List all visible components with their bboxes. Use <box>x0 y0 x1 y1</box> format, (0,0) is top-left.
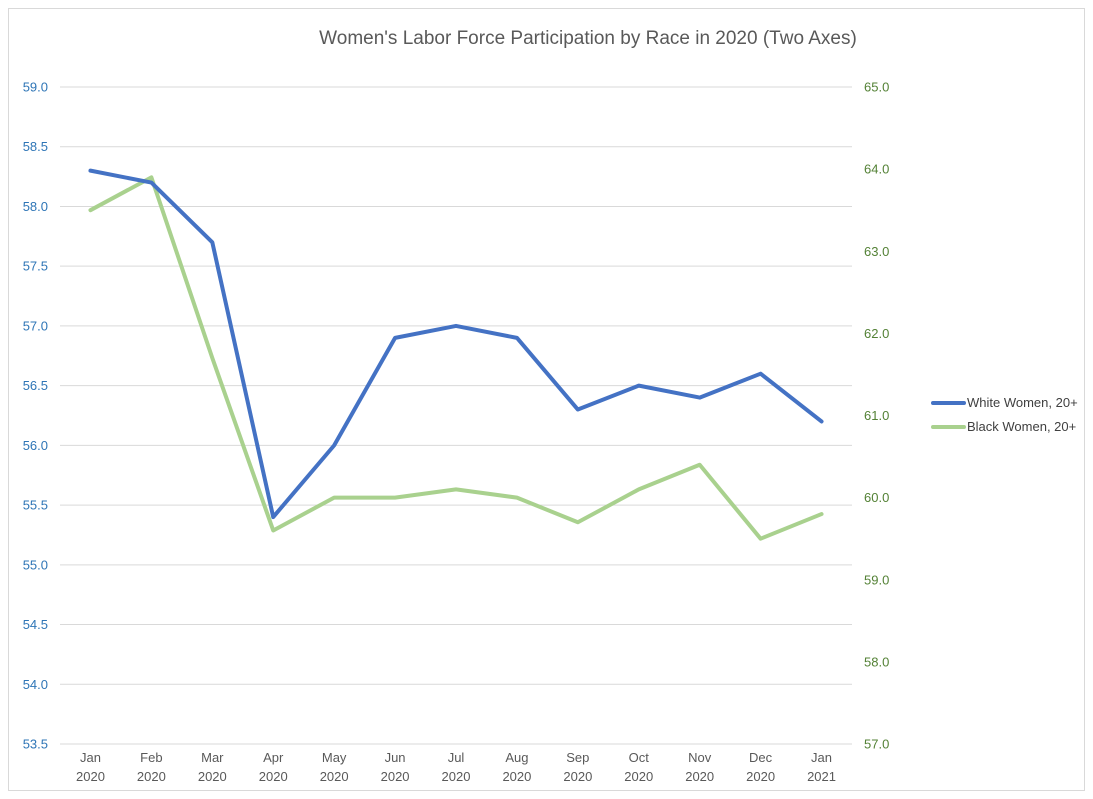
left-axis-tick-label: 53.5 <box>23 737 48 752</box>
chart-title: Women's Labor Force Participation by Rac… <box>319 28 857 49</box>
x-axis-tick-label-year: 2020 <box>502 769 531 784</box>
x-axis-tick-label: Jan <box>80 750 101 765</box>
left-axis-tick-label: 58.0 <box>23 199 48 214</box>
x-axis-tick-label: Dec <box>749 750 773 765</box>
x-axis-tick-label: May <box>322 750 347 765</box>
right-axis-tick-label: 61.0 <box>864 408 889 423</box>
right-axis-tick-label: 65.0 <box>864 80 889 95</box>
x-axis-tick-label-year: 2020 <box>381 769 410 784</box>
x-axis-tick-label: Feb <box>140 750 162 765</box>
right-axis-tick-label: 63.0 <box>864 244 889 259</box>
legend-line-swatch-black <box>931 424 966 429</box>
left-axis-tick-label: 55.0 <box>23 557 48 572</box>
x-axis-tick-label: Oct <box>629 750 650 765</box>
left-axis-tick-label: 59.0 <box>23 80 48 95</box>
x-axis-tick-label: Aug <box>505 750 528 765</box>
x-axis-tick-label: Jun <box>385 750 406 765</box>
legend-label: Black Women, 20+ <box>967 419 1077 434</box>
legend-label: White Women, 20+ <box>967 395 1078 410</box>
x-axis-tick-label-year: 2020 <box>442 769 471 784</box>
x-axis-tick-label: Nov <box>688 750 712 765</box>
legend-item-black-women[interactable]: Black Women, 20+ <box>931 419 1078 434</box>
left-axis-tick-label: 55.5 <box>23 498 48 513</box>
x-axis-tick-label-year: 2020 <box>320 769 349 784</box>
left-axis-tick-label: 58.5 <box>23 139 48 154</box>
left-axis-tick-label: 57.5 <box>23 259 48 274</box>
x-axis-tick-label-year: 2020 <box>137 769 166 784</box>
left-axis-tick-label: 57.0 <box>23 318 48 333</box>
left-axis-tick-label: 54.0 <box>23 677 48 692</box>
x-axis-tick-label: Sep <box>566 750 589 765</box>
x-axis-tick-label: Mar <box>201 750 224 765</box>
right-axis-tick-label: 62.0 <box>864 326 889 341</box>
x-axis-tick-label-year: 2020 <box>259 769 288 784</box>
series-line-black-women[interactable] <box>88 175 824 541</box>
legend: White Women, 20+ Black Women, 20+ <box>931 395 1078 434</box>
left-axis-tick-label: 54.5 <box>23 617 48 632</box>
x-axis-tick-label-year: 2020 <box>624 769 653 784</box>
x-axis-tick-label-year: 2020 <box>746 769 775 784</box>
legend-line-swatch-white <box>931 400 966 405</box>
x-axis-tick-label-year: 2020 <box>76 769 105 784</box>
x-axis-tick-label-year: 2020 <box>563 769 592 784</box>
right-axis-tick-label: 60.0 <box>864 490 889 505</box>
right-axis-tick-label: 58.0 <box>864 654 889 669</box>
x-axis-tick-label: Apr <box>263 750 284 765</box>
left-axis-tick-label: 56.5 <box>23 378 48 393</box>
right-axis-tick-label: 59.0 <box>864 572 889 587</box>
x-axis-tick-label-year: 2021 <box>807 769 836 784</box>
x-axis-tick-label-year: 2020 <box>198 769 227 784</box>
legend-item-white-women[interactable]: White Women, 20+ <box>931 395 1078 410</box>
left-axis-tick-label: 56.0 <box>23 438 48 453</box>
series-line-white-women[interactable] <box>88 168 824 520</box>
right-axis-tick-label: 57.0 <box>864 737 889 752</box>
x-axis-tick-label: Jan <box>811 750 832 765</box>
x-axis-tick-label-year: 2020 <box>685 769 714 784</box>
x-axis-tick-label: Jul <box>448 750 465 765</box>
right-axis-tick-label: 64.0 <box>864 162 889 177</box>
